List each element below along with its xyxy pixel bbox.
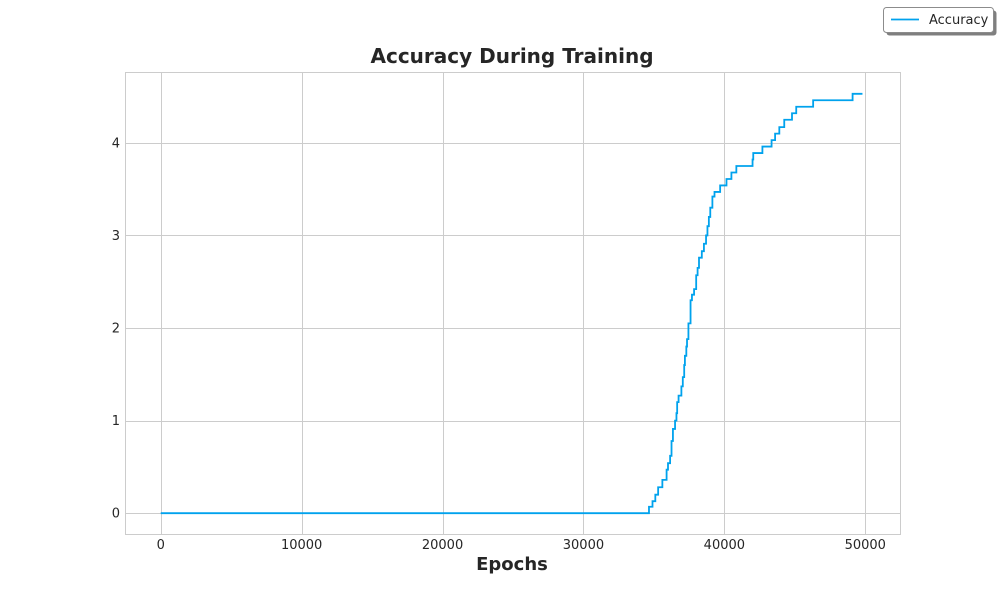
x-tick-label: 20000 [422,538,463,553]
plot-area [125,72,901,535]
y-tick-label: 4 [112,136,120,151]
legend-label-accuracy: Accuracy [929,13,989,28]
y-tick-label: 3 [112,229,120,244]
legend: Accuracy [883,7,997,36]
x-tick-label: 10000 [281,538,322,553]
series-line-accuracy [160,92,863,515]
chart-title: Accuracy During Training [370,44,653,68]
y-tick-label: 0 [112,507,120,522]
x-tick-label: 0 [157,538,165,553]
x-axis-label: Epochs [476,554,548,575]
x-tick-label: 40000 [704,538,745,553]
y-tick-labels: 0 1 2 3 4 [112,136,120,521]
legend-box [883,7,994,33]
y-tick-label: 2 [112,322,120,337]
x-tick-label: 30000 [563,538,604,553]
y-tick-label: 1 [112,414,120,429]
x-tick-labels: 0 10000 20000 30000 40000 50000 [157,538,886,553]
x-tick-label: 50000 [845,538,886,553]
